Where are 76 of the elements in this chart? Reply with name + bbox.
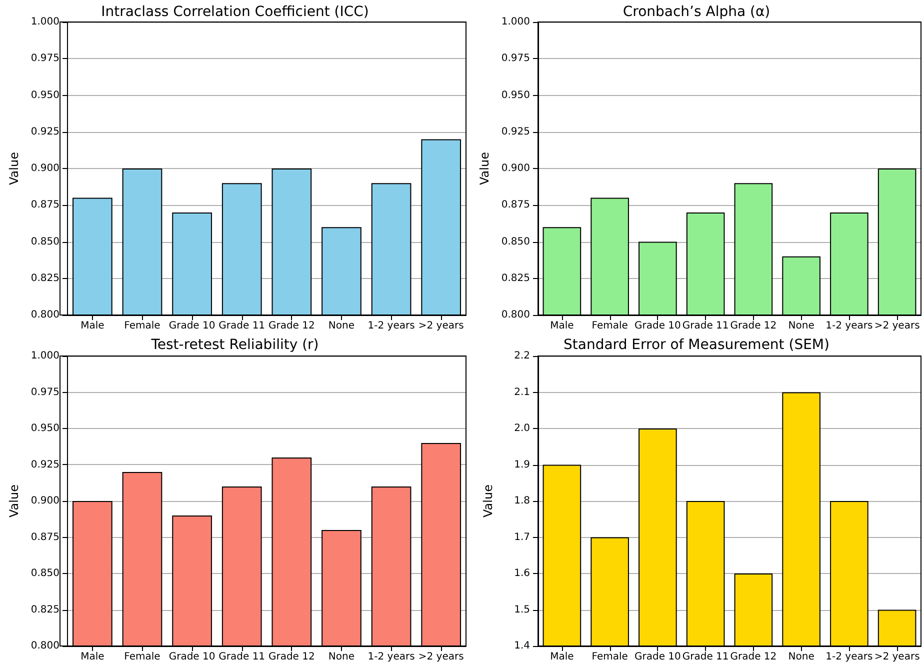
y-tick-label: 0.825 — [501, 272, 530, 284]
y-tick-label: 0.875 — [30, 532, 60, 543]
x-tick-label: >2 years — [418, 652, 464, 662]
y-tick-label: 0.900 — [30, 163, 60, 174]
x-tick-label: None — [328, 652, 355, 662]
y-tick-label: 2.1 — [514, 386, 530, 398]
x-tick-label: Male — [550, 320, 574, 332]
x-tick-label: Grade 11 — [682, 320, 729, 332]
y-tick-label: 0.975 — [30, 53, 60, 64]
y-tick-label: 0.925 — [30, 459, 60, 470]
y-axis-title: Value — [7, 484, 21, 518]
y-tick-label: 0.950 — [30, 90, 60, 101]
y-tick-label: 1.000 — [30, 350, 60, 362]
y-tick-label: 0.825 — [30, 272, 60, 284]
y-tick-label: 1.5 — [514, 604, 530, 616]
y-tick-label: 2.2 — [514, 350, 530, 362]
y-tick-label: 0.850 — [501, 236, 530, 248]
y-tick-label: 0.925 — [30, 126, 60, 138]
x-tick-label: 1-2 years — [826, 320, 873, 332]
x-tick-label: Male — [80, 652, 104, 662]
y-tick-label: 0.825 — [30, 604, 60, 616]
x-tick-label: None — [328, 320, 355, 332]
y-tick-label: 1.6 — [514, 568, 530, 579]
x-tick-label: Male — [80, 320, 104, 332]
x-tick-label: Grade 11 — [682, 652, 729, 662]
x-tick-label: Grade 12 — [268, 652, 315, 662]
x-tick-label: Grade 10 — [634, 652, 681, 662]
y-tick-label: 1.000 — [501, 16, 530, 28]
chart-title: Test-retest Reliability (r) — [150, 337, 319, 353]
x-tick-label: 1-2 years — [368, 652, 415, 662]
x-tick-label: 1-2 years — [826, 652, 873, 662]
y-tick-label: 1.4 — [514, 640, 530, 652]
y-tick-label: 1.8 — [514, 496, 530, 506]
x-tick-label: >2 years — [874, 652, 920, 662]
x-tick-label: Male — [550, 652, 574, 662]
y-axis-title: Value — [481, 484, 495, 518]
x-tick-label: Grade 12 — [268, 320, 315, 332]
y-tick-label: 0.850 — [30, 568, 60, 579]
x-tick-label: None — [788, 320, 814, 332]
chart-title: Standard Error of Measurement (SEM) — [564, 337, 830, 353]
y-axis-title: Value — [477, 152, 492, 185]
x-tick-label: Grade 10 — [168, 652, 216, 662]
y-tick-label: 0.800 — [30, 640, 60, 652]
y-tick-label: 0.975 — [30, 386, 60, 398]
y-tick-label: 0.950 — [501, 90, 530, 101]
x-tick-label: >2 years — [418, 320, 464, 332]
y-axis-title: Value — [7, 152, 21, 185]
x-tick-label: Female — [124, 320, 160, 332]
y-tick-label: 0.800 — [30, 310, 60, 320]
x-tick-label: Grade 11 — [218, 652, 266, 662]
y-tick-label: 0.875 — [501, 200, 530, 211]
y-tick-label: 0.800 — [501, 310, 530, 320]
y-tick-label: 2.0 — [514, 423, 530, 434]
x-tick-label: Grade 10 — [168, 320, 216, 332]
x-tick-label: None — [788, 652, 814, 662]
x-tick-label: Grade 12 — [730, 320, 777, 332]
x-tick-label: Female — [124, 652, 160, 662]
y-tick-label: 0.875 — [30, 200, 60, 211]
x-tick-label: 1-2 years — [368, 320, 415, 332]
y-tick-label: 0.900 — [30, 496, 60, 506]
x-tick-label: Female — [592, 320, 628, 332]
y-tick-label: 1.7 — [514, 532, 530, 543]
y-tick-label: 0.975 — [501, 53, 530, 64]
y-tick-label: 1.000 — [30, 16, 60, 28]
chart-title: Intraclass Correlation Coefficient (ICC) — [101, 4, 369, 20]
y-tick-label: 0.850 — [30, 236, 60, 248]
x-tick-label: Grade 11 — [218, 320, 266, 332]
x-tick-label: Grade 10 — [634, 320, 681, 332]
y-tick-label: 0.950 — [30, 423, 60, 434]
y-tick-label: 0.925 — [501, 126, 530, 138]
chart-title: Cronbach’s Alpha (α) — [622, 4, 770, 20]
x-tick-label: Grade 12 — [730, 652, 777, 662]
y-tick-label: 1.9 — [514, 459, 530, 470]
x-tick-label: >2 years — [874, 320, 920, 332]
x-tick-label: Female — [592, 652, 628, 662]
y-tick-label: 0.900 — [501, 163, 530, 174]
